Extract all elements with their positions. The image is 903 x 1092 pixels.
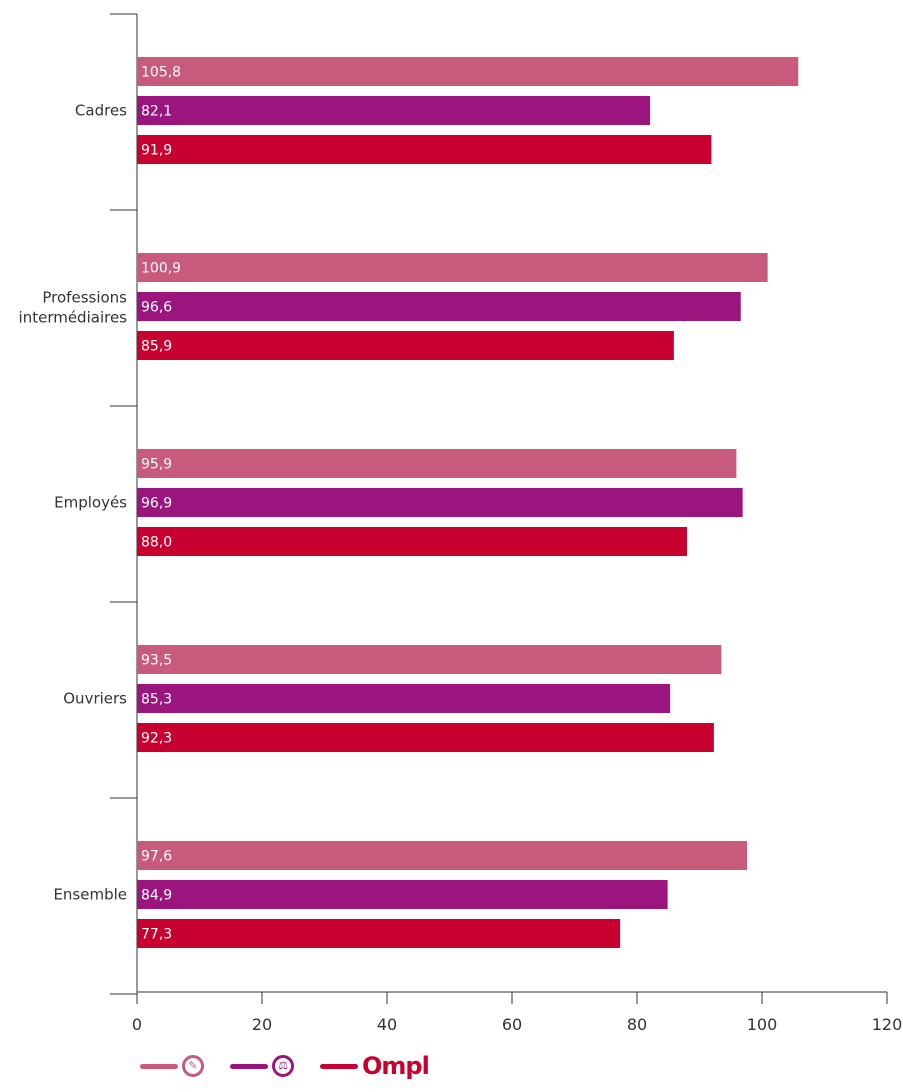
legend-swatch	[140, 1063, 178, 1069]
scales-icon: ⚖	[272, 1055, 294, 1077]
bar-value-label: 96,9	[141, 496, 172, 512]
bar-value-label: 91,9	[141, 143, 172, 159]
bar-value-label: 85,3	[141, 692, 172, 708]
bar-value-label: 84,9	[141, 888, 172, 904]
bar-value-label: 77,3	[141, 927, 172, 943]
category-label: Ensemble	[53, 886, 127, 904]
bar-value-label: 97,6	[141, 849, 172, 865]
bar	[137, 135, 712, 164]
chart-legend: ✎ ⚖ Ompl	[140, 1052, 430, 1080]
category-label: Cadres	[75, 102, 127, 120]
x-tick-label: 120	[872, 1015, 903, 1034]
legend-item-scales: ⚖	[230, 1055, 294, 1077]
bar-value-label: 88,0	[141, 535, 172, 551]
bar-value-label: 100,9	[141, 261, 181, 277]
x-tick-label: 60	[502, 1015, 522, 1034]
bar-value-label: 82,1	[141, 104, 172, 120]
legend-item-ompl: Ompl	[320, 1052, 430, 1080]
bar	[137, 527, 687, 556]
legend-item-brush: ✎	[140, 1055, 204, 1077]
bar	[137, 292, 741, 321]
bar	[137, 488, 743, 517]
bar-value-label: 95,9	[141, 457, 172, 473]
bar	[137, 96, 651, 125]
brush-icon: ✎	[182, 1055, 204, 1077]
bar	[137, 684, 671, 713]
bar	[137, 331, 674, 360]
bar	[137, 880, 668, 909]
bar	[137, 645, 722, 674]
x-tick-label: 100	[747, 1015, 778, 1034]
x-tick-label: 80	[627, 1015, 647, 1034]
bar	[137, 723, 714, 752]
ompl-logo: Ompl	[362, 1052, 430, 1080]
bar-value-label: 105,8	[141, 65, 181, 81]
category-label: intermédiaires	[19, 309, 128, 327]
bar	[137, 919, 621, 948]
bar-value-label: 96,6	[141, 300, 172, 316]
x-tick-label: 0	[132, 1015, 142, 1034]
bar	[137, 841, 747, 870]
bar	[137, 57, 799, 86]
category-label: Employés	[54, 494, 127, 512]
x-tick-label: 20	[252, 1015, 272, 1034]
category-label: Professions	[42, 289, 127, 307]
bar-value-label: 92,3	[141, 731, 172, 747]
x-tick-label: 40	[377, 1015, 397, 1034]
bar-chart: 0 20 40 60 80 100 120 105,8 82,1 91,9 Cadres 100,9 9…	[19, 13, 903, 1034]
bar	[137, 253, 768, 282]
bar	[137, 449, 737, 478]
legend-swatch	[320, 1063, 358, 1069]
category-label: Ouvriers	[63, 690, 127, 708]
bar-value-label: 93,5	[141, 653, 172, 669]
legend-swatch	[230, 1063, 268, 1069]
bar-value-label: 85,9	[141, 339, 172, 355]
